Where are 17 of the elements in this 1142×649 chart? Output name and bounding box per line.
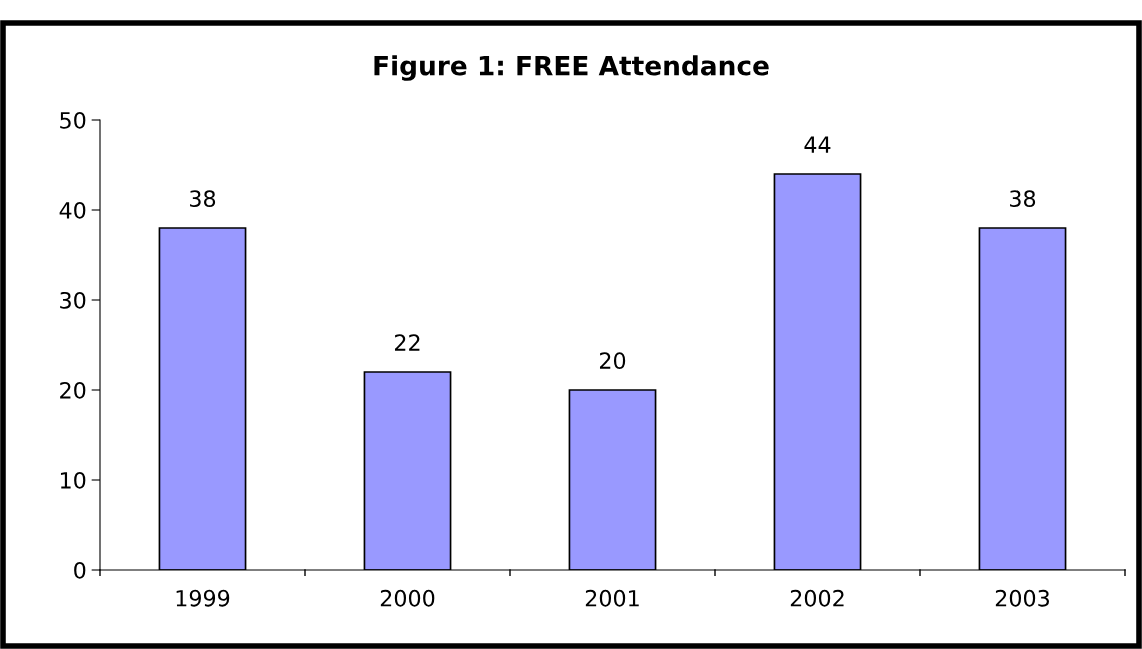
data-label: 38 <box>1010 190 1036 208</box>
y-tick-label: 40 <box>59 201 86 219</box>
y-tick-label: 20 <box>60 381 86 399</box>
y-tick-label: 50 <box>60 111 86 129</box>
data-label: 44 <box>804 136 831 153</box>
chart-title: Figure 1: FREE Attendance <box>374 55 769 81</box>
x-tick-label: 2002 <box>790 589 844 607</box>
data-label: 22 <box>394 334 420 351</box>
x-tick-label: 1999 <box>176 589 230 607</box>
y-tick-label: 10 <box>60 471 86 489</box>
data-label: 20 <box>599 352 626 370</box>
y-tick-label: 0 <box>74 561 86 579</box>
x-tick-label: 2003 <box>995 589 1049 607</box>
y-tick-label: 30 <box>60 291 86 309</box>
x-tick-label: 2001 <box>585 589 639 607</box>
x-tick-label: 2000 <box>380 589 435 607</box>
data-label: 38 <box>190 190 216 208</box>
